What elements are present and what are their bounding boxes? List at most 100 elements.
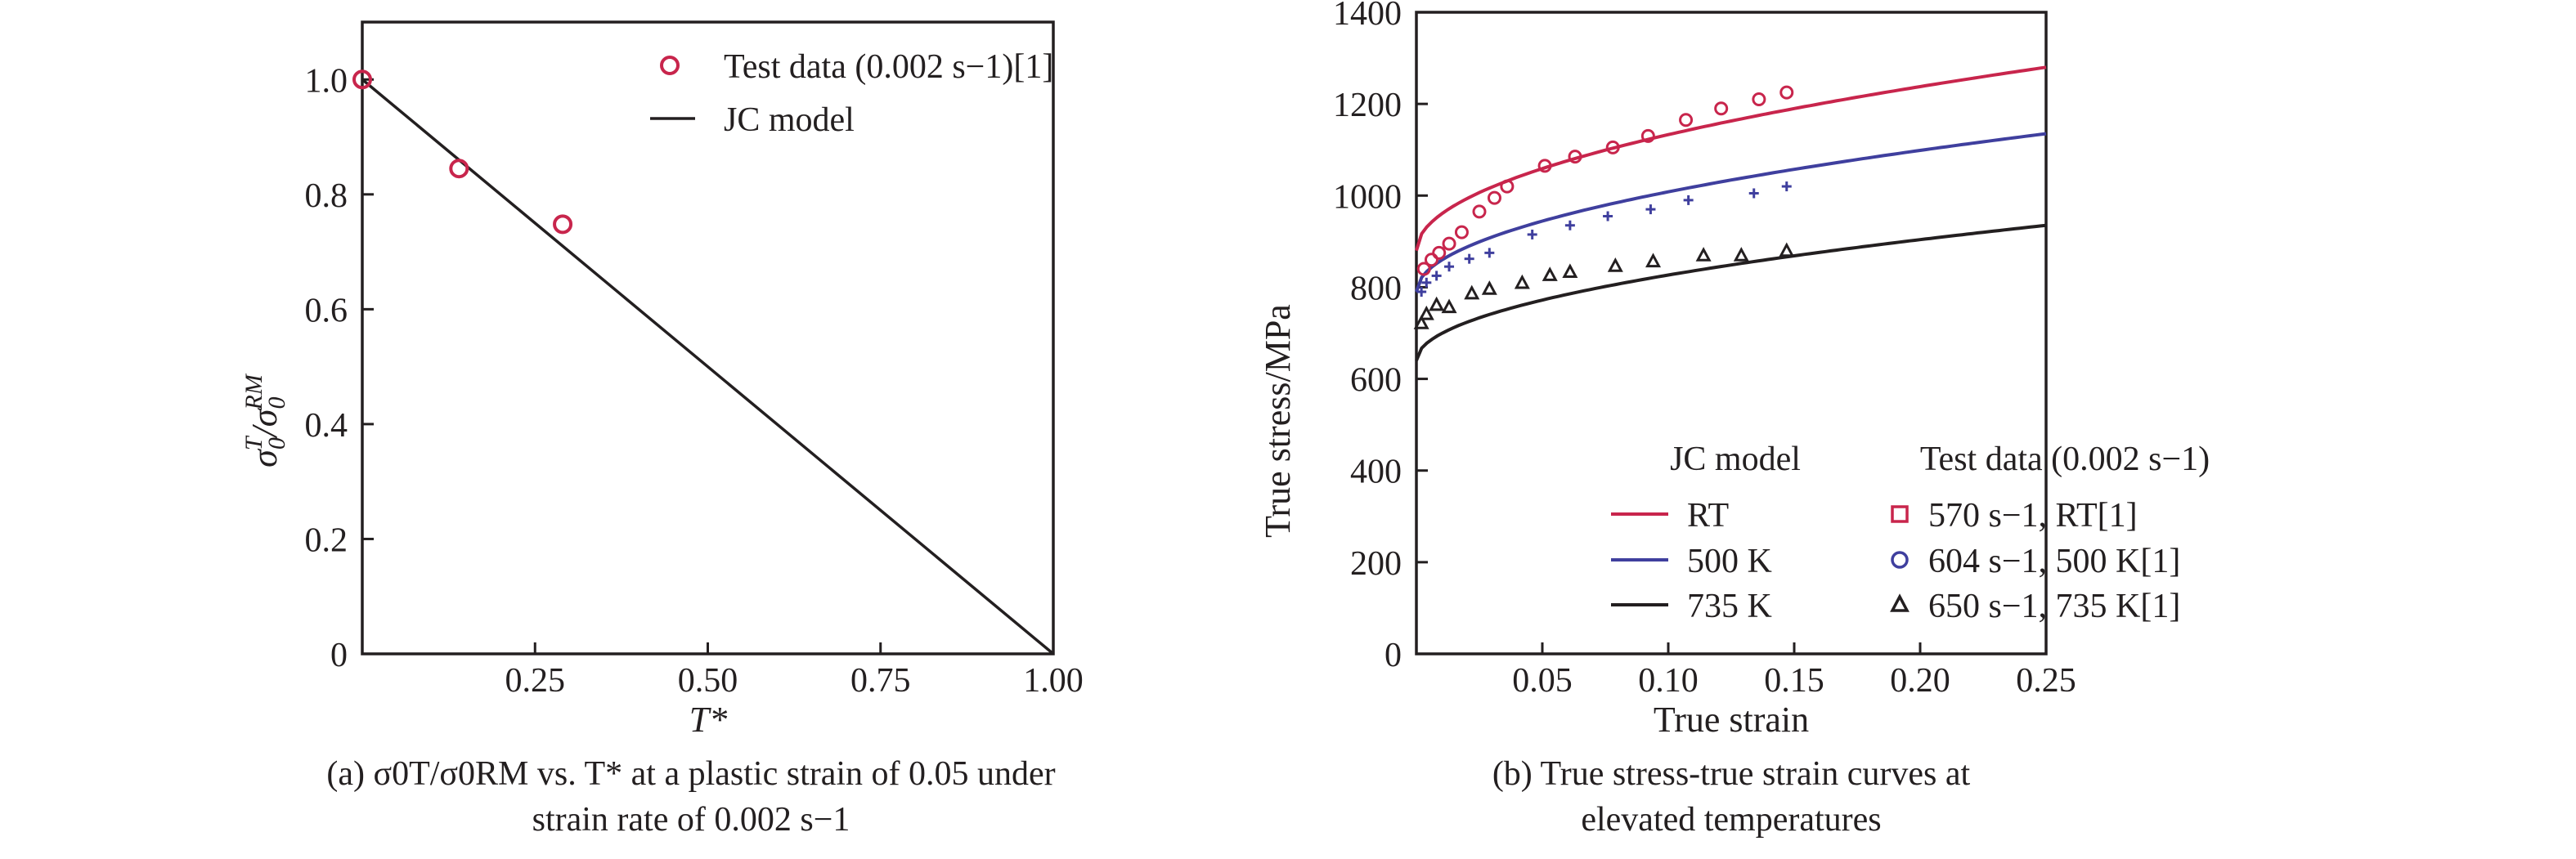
test-point-500k (1484, 248, 1495, 258)
y-tick-label-b: 1000 (1333, 178, 1402, 216)
y-tick-label-a: 0.6 (305, 292, 348, 329)
legend-a: Test data (0.002 s−1)[1] JC model (650, 48, 1053, 139)
plot-area-a (361, 20, 1055, 655)
test-point-500k (1748, 188, 1759, 199)
test-point-500k (1431, 271, 1442, 281)
test-point-735k (1413, 315, 1429, 329)
x-tick-label-a: 0.50 (678, 662, 738, 700)
x-tick-label-b: 0.15 (1764, 662, 1824, 700)
test-point-rt (1568, 150, 1582, 164)
test-point-735k (1645, 253, 1662, 268)
x-tick-label-b: 0.10 (1638, 662, 1699, 700)
test-point-735k (1418, 305, 1434, 320)
marks-a (352, 69, 1055, 655)
test-point-735k (1441, 298, 1457, 314)
x-axis-label-b: True strain (1654, 700, 1809, 740)
test-point-500k (1527, 229, 1537, 239)
test-data-point-a (553, 214, 573, 235)
legend-test-header-b: Test data (0.002 s−1) (1920, 441, 2210, 478)
plot-area-b (1415, 11, 2048, 655)
test-point-735k (1514, 274, 1530, 289)
y-tick-label-b: 0 (1384, 637, 1402, 674)
chart-panel-b: 0.05 0.10 0.15 0.20 0.25 0 200 400 600 800 1000 120… (1258, 0, 2210, 839)
test-point-735k (1779, 242, 1795, 257)
jc-model-curve-500-k (1415, 132, 2047, 293)
test-point-735k (1542, 266, 1558, 281)
y-tick-label-b: 800 (1350, 270, 1402, 307)
test-point-rt (1487, 190, 1501, 205)
legend-test-label-500k: 604 s−1, 500 K[1] (1928, 543, 2180, 580)
legend-label-735k: 735 K (1687, 588, 1772, 625)
legend-circle-marker-500k (1891, 551, 1909, 569)
legend-b: JC model Test data (0.002 s−1) RT 500 K … (1611, 441, 2210, 625)
legend-triangle-marker-735k (1890, 593, 1910, 612)
test-point-500k (1645, 204, 1656, 215)
y-tick-label-a: 0.8 (305, 177, 348, 215)
test-point-rt (1432, 245, 1447, 260)
y-axis-label-a-part: 0 (263, 397, 290, 409)
y-tick-label-a: 0.2 (305, 521, 348, 559)
y-axis-label-a: σ0T/σ0RM (240, 373, 290, 468)
chart-panel-a: 0.25 0.50 0.75 1.00 0 0.2 0.4 0.6 0.8 1.0 Test da… (240, 20, 1084, 839)
test-point-rt (1679, 113, 1694, 128)
test-point-rt (1779, 85, 1794, 100)
test-point-500k (1564, 220, 1575, 230)
x-axis-label-a: T* (689, 700, 727, 740)
test-point-735k (1733, 247, 1749, 262)
y-axis-label-a-part: RM (240, 373, 267, 410)
test-point-500k (1464, 253, 1474, 264)
legend-test-label-a: Test data (0.002 s−1)[1] (724, 48, 1053, 86)
x-tick-label-a: 1.00 (1023, 662, 1084, 700)
legend-model-label-a: JC model (724, 101, 855, 139)
axes-frame-b (1415, 11, 2048, 655)
jc-model-curve-rt (1415, 65, 2047, 252)
test-point-rt (1537, 159, 1552, 173)
y-tick-label-b: 1400 (1333, 0, 1402, 33)
legend-square-marker-rt (1891, 505, 1909, 523)
test-point-rt (1640, 128, 1655, 143)
y-tick-label-a: 0 (330, 637, 348, 674)
y-tick-label-b: 600 (1350, 362, 1402, 400)
test-point-500k (1421, 277, 1432, 288)
legend-label-500k: 500 K (1687, 543, 1772, 580)
test-point-735k (1481, 280, 1497, 295)
test-point-rt (1472, 204, 1487, 219)
test-point-500k (1781, 181, 1792, 192)
test-point-rt (1752, 92, 1766, 107)
caption-b-line1: (b) True stress-true strain curves at (1492, 755, 1971, 793)
caption-a-line2: strain rate of 0.002 s−1 (532, 801, 850, 839)
x-tick-label-b: 0.20 (1890, 662, 1950, 700)
test-point-500k (1603, 211, 1613, 221)
test-point-735k (1695, 247, 1712, 262)
axes-frame-a (361, 20, 1055, 655)
caption-b-line2: elevated temperatures (1581, 801, 1881, 839)
test-point-500k (1444, 262, 1455, 272)
marks-b (1413, 65, 2047, 361)
y-axis-label-b: True stress/MPa (1258, 304, 1298, 538)
x-tick-label-a: 0.25 (505, 662, 566, 700)
legend-model-header-b: JC model (1670, 441, 1801, 478)
y-tick-label-a: 0.4 (305, 407, 348, 445)
test-point-rt (1424, 253, 1438, 267)
y-axis-label-a-part: T (240, 435, 267, 450)
test-point-735k (1607, 257, 1623, 272)
jc-model-curve-735-k (1415, 223, 2047, 361)
test-point-735k (1429, 296, 1445, 311)
y-tick-label-b: 400 (1350, 454, 1402, 491)
x-tick-label-b: 0.25 (2016, 662, 2076, 700)
x-tick-label-b: 0.05 (1512, 662, 1573, 700)
test-data-point-a (352, 69, 372, 90)
test-point-735k (1464, 284, 1480, 300)
test-point-500k (1416, 287, 1427, 298)
test-point-rt (1605, 140, 1620, 154)
ticks-a: 0.25 0.50 0.75 1.00 0 0.2 0.4 0.6 0.8 1.0 (305, 62, 1084, 700)
y-tick-label-b: 1200 (1333, 87, 1402, 124)
test-point-500k (1683, 195, 1694, 205)
test-point-735k (1562, 263, 1578, 278)
test-point-rt (1416, 262, 1431, 276)
jc-model-line-a (361, 78, 1055, 655)
test-point-rt (1442, 236, 1456, 251)
y-axis-label-a-part: /σ (245, 407, 285, 439)
y-tick-label-b: 200 (1350, 545, 1402, 583)
